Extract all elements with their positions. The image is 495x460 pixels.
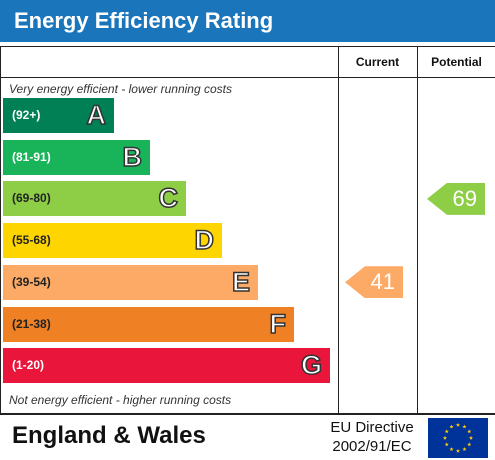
current-column-header: Current bbox=[355, 55, 400, 69]
band-range-label: (69-80) bbox=[12, 191, 51, 206]
eu-star-icon bbox=[444, 442, 449, 447]
band-range-label: (21-38) bbox=[12, 316, 51, 331]
eu-star-icon bbox=[455, 448, 461, 453]
rating-chart: Current Potential Very energy efficient … bbox=[0, 46, 495, 414]
eu-flag-icon bbox=[428, 418, 488, 458]
eu-star-icon bbox=[449, 447, 454, 452]
inefficient-note: Not energy efficient - higher running co… bbox=[9, 393, 232, 407]
current-column-divider bbox=[338, 47, 339, 413]
eu-star-icon bbox=[462, 447, 467, 452]
band-letter: A bbox=[86, 99, 107, 131]
band-letter: D bbox=[194, 224, 215, 256]
chart-title: Energy Efficiency Rating bbox=[0, 0, 495, 42]
potential-column-divider bbox=[417, 47, 418, 413]
eu-star-icon bbox=[444, 429, 449, 434]
eu-star-icon bbox=[449, 424, 454, 429]
rating-band-d: (55-68) D bbox=[3, 223, 222, 259]
eu-star-icon bbox=[442, 435, 448, 440]
band-letter: C bbox=[158, 183, 179, 215]
potential-column-header: Potential bbox=[431, 55, 482, 69]
country-label: England & Wales bbox=[12, 422, 206, 449]
rating-band-g: (1-20) G bbox=[3, 348, 330, 384]
eu-star-icon bbox=[462, 424, 467, 429]
band-letter: E bbox=[231, 266, 251, 298]
efficient-note: Very energy efficient - lower running co… bbox=[9, 82, 232, 96]
band-letter: F bbox=[269, 308, 287, 340]
current-rating-arrow-value: 41 bbox=[370, 269, 395, 295]
eu-star-icon bbox=[455, 422, 461, 427]
potential-rating-arrow: 69 bbox=[427, 182, 485, 215]
current-rating-arrow: 41 bbox=[345, 266, 403, 299]
eu-star-icon bbox=[467, 429, 472, 434]
header-divider bbox=[1, 77, 495, 78]
rating-band-e: (39-54) E bbox=[3, 264, 258, 300]
footer-divider bbox=[0, 414, 495, 415]
rating-band-a: (92+) A bbox=[3, 98, 114, 133]
band-range-label: (55-68) bbox=[12, 233, 51, 248]
directive-line-1: EU Directive bbox=[330, 419, 414, 436]
directive-line-2: 2002/91/EC bbox=[332, 438, 412, 455]
eu-star-icon bbox=[467, 442, 472, 447]
rating-band-f: (21-38) F bbox=[3, 306, 294, 342]
band-range-label: (92+) bbox=[12, 108, 41, 122]
band-letter: G bbox=[300, 349, 323, 381]
eu-star-icon bbox=[468, 435, 474, 440]
band-range-label: (1-20) bbox=[12, 358, 45, 373]
band-letter: B bbox=[122, 141, 143, 173]
eu-directive-label: EU Directive 2002/91/EC bbox=[322, 418, 422, 456]
band-range-label: (81-91) bbox=[12, 149, 51, 164]
band-range-label: (39-54) bbox=[12, 274, 51, 289]
potential-rating-arrow-value: 69 bbox=[452, 185, 477, 211]
rating-band-c: (69-80) C bbox=[3, 181, 186, 217]
rating-band-b: (81-91) B bbox=[3, 139, 150, 175]
